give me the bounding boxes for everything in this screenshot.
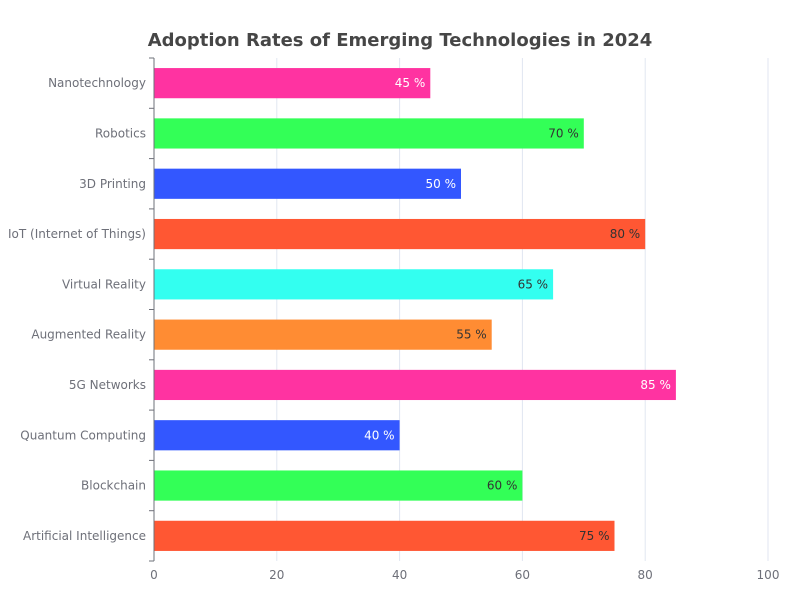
bar	[154, 520, 615, 551]
category-label: IoT (Internet of Things)	[8, 227, 146, 241]
category-label: 5G Networks	[69, 378, 146, 392]
x-tick-label: 60	[515, 568, 530, 582]
chart-title: Adoption Rates of Emerging Technologies …	[147, 30, 653, 51]
bar	[154, 470, 523, 501]
axes: 0 20 40 60 80 100 Artificial Intelligence Block…	[8, 57, 780, 582]
bar-value-label: 80 %	[610, 227, 641, 241]
bar-value-label: 55 %	[456, 328, 487, 342]
bar	[154, 420, 400, 451]
category-label: Artificial Intelligence	[23, 529, 146, 543]
x-tick-label: 80	[638, 568, 653, 582]
bar-value-label: 45 %	[395, 76, 426, 90]
x-tick-label: 20	[269, 568, 284, 582]
x-tick-label: 0	[150, 568, 158, 582]
x-tick-label: 40	[392, 568, 407, 582]
bar-value-label: 75 %	[579, 529, 610, 543]
category-label: Augmented Reality	[31, 328, 146, 342]
category-label: Nanotechnology	[48, 76, 146, 90]
bars: 75 % 60 % 40 % 85 % 55 % 65 % 80 % 50 % 70 % 45 %	[154, 68, 676, 551]
bar	[154, 319, 492, 350]
category-label: Blockchain	[81, 479, 146, 493]
category-label: Virtual Reality	[62, 277, 146, 291]
bar	[154, 269, 554, 300]
category-label: 3D Printing	[79, 177, 146, 191]
bar-value-label: 50 %	[426, 177, 457, 191]
bar-value-label: 85 %	[640, 378, 671, 392]
category-label: Quantum Computing	[20, 428, 146, 442]
x-tick-label: 100	[757, 568, 780, 582]
bar	[154, 369, 676, 401]
bar-value-label: 70 %	[548, 126, 579, 140]
category-label: Robotics	[95, 126, 146, 140]
bar	[154, 68, 431, 99]
bar	[154, 168, 461, 199]
bar-value-label: 60 %	[487, 479, 518, 493]
bar-value-label: 40 %	[364, 428, 395, 442]
bar-value-label: 65 %	[518, 277, 549, 291]
bar	[154, 218, 646, 250]
bar	[154, 118, 584, 149]
